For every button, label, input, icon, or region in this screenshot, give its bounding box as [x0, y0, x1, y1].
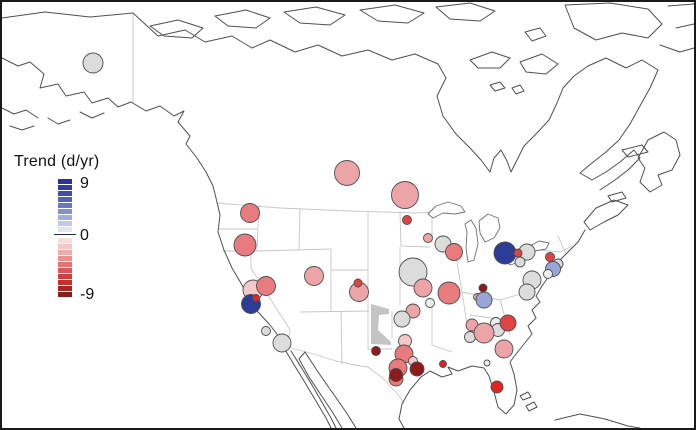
legend-color-segment [58, 285, 72, 291]
trend-bubble [545, 252, 555, 262]
trend-bubble [402, 215, 412, 225]
legend-tick-min: -9 [80, 285, 95, 303]
trend-bubble [483, 359, 491, 367]
trend-bubble [514, 256, 526, 268]
trend-bubble [475, 291, 493, 309]
trend-bubble [233, 233, 257, 257]
trend-bubble [425, 298, 435, 308]
trend-bubble [391, 181, 419, 209]
trend-bubble [499, 314, 517, 332]
legend-color-segment [58, 256, 72, 261]
trend-bubble [240, 203, 260, 223]
legend-color-segment [58, 196, 72, 202]
trend-bubble [439, 360, 447, 368]
trend-bubble [389, 368, 403, 382]
trend-bubble [256, 276, 276, 296]
lake-superior [427, 201, 466, 219]
legend-color-segment [58, 220, 72, 226]
trend-bubble [398, 257, 428, 287]
trend-legend: Trend (d/yr) 9 0 -9 [14, 153, 100, 302]
trend-bubble [304, 266, 324, 286]
trend-bubble [405, 303, 421, 319]
legend-title: Trend (d/yr) [14, 153, 100, 170]
trend-bubble [82, 52, 104, 74]
legend-color-segment [58, 238, 72, 243]
legend-tick-zero: 0 [80, 227, 89, 244]
legend-color-segment [58, 261, 72, 267]
trend-bubble [353, 278, 363, 288]
legend-color-segment [58, 273, 72, 279]
legend-color-segment [58, 226, 72, 232]
legend-color-segment [58, 244, 72, 249]
trend-bubble [252, 294, 260, 302]
legend-color-segment [58, 190, 72, 196]
bubble-layer [82, 52, 564, 394]
trend-bubble [437, 281, 461, 305]
lake-michigan [464, 219, 479, 263]
legend-color-segment [58, 208, 72, 214]
legend-color-segment [58, 202, 72, 208]
shaded-state [371, 304, 391, 345]
trend-bubble [409, 361, 425, 377]
legend-color-segment [58, 179, 72, 184]
trend-bubble [494, 339, 514, 359]
legend-ticks: 9 0 -9 [80, 175, 110, 303]
legend-color-segment [58, 184, 72, 190]
trend-bubble [490, 380, 504, 394]
trend-bubble [473, 322, 495, 344]
legend-colorbar [54, 179, 76, 298]
lake-huron [478, 213, 501, 243]
legend-zero-line [54, 233, 76, 236]
legend-color-segment [58, 291, 72, 297]
trend-bubble [334, 160, 360, 186]
trend-bubble [423, 233, 433, 243]
trend-bubble [261, 326, 271, 336]
trend-bubble [513, 248, 523, 258]
legend-tick-max: 9 [80, 175, 89, 192]
trend-bubble [445, 243, 463, 261]
trend-bubble [272, 333, 292, 353]
trend-bubble [543, 269, 553, 279]
trend-bubble [493, 241, 517, 265]
trend-bubble [413, 278, 433, 298]
legend-color-segment [58, 267, 72, 273]
trend-bubble [393, 310, 411, 328]
trend-bubble [518, 283, 536, 301]
trend-bubble [371, 346, 381, 356]
legend-color-segment [58, 250, 72, 255]
legend-color-segment [58, 279, 72, 285]
trend-bubble [478, 283, 488, 293]
legend-color-segment [58, 214, 72, 220]
